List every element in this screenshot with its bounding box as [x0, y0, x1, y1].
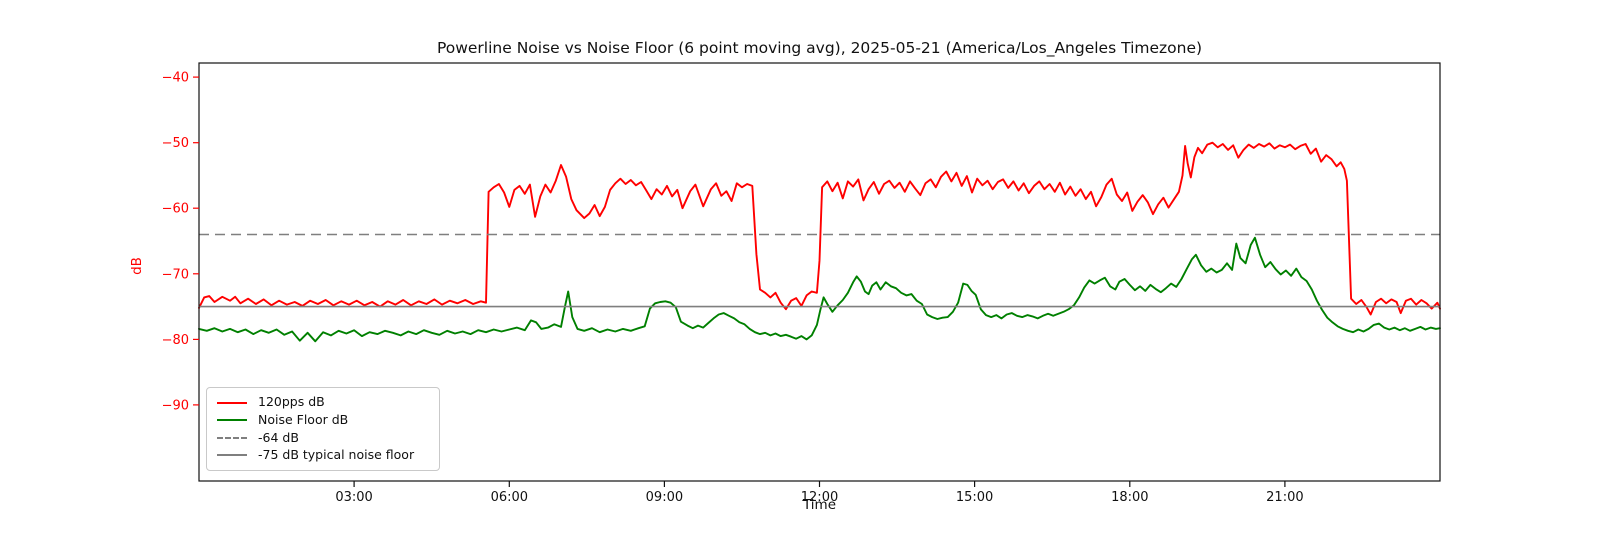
legend-item-2: -64 dB [217, 429, 429, 446]
y-axis-label: dB [128, 257, 145, 275]
x-tick-label: 15:00 [956, 490, 993, 505]
legend-item-0: 120pps dB [217, 394, 429, 411]
legend-label: Noise Floor dB [258, 411, 349, 427]
x-tick-label: 09:00 [646, 490, 683, 505]
y-tick-label: −50 [162, 136, 189, 151]
x-tick-label: 21:00 [1266, 490, 1303, 505]
y-tick-label: −60 [162, 202, 189, 217]
legend-line-sample [217, 454, 247, 457]
legend-label: -75 dB typical noise floor [258, 447, 415, 463]
legend-item-1: Noise Floor dB [217, 412, 429, 429]
series-line-1 [198, 236, 1441, 343]
y-tick-label: −80 [162, 333, 189, 348]
y-tick-label: −90 [162, 398, 189, 413]
x-axis-label: Time [802, 497, 837, 513]
legend-item-3: -75 dB typical noise floor [217, 447, 429, 464]
legend-line-sample [217, 419, 247, 422]
legend: 120pps dB Noise Floor dB -64 dB -75 dB typi… [206, 387, 440, 471]
legend-line-sample [217, 401, 247, 404]
x-tick-label: 12:00 [801, 490, 838, 505]
y-tick-label: −70 [162, 267, 189, 282]
series-line-0 [198, 141, 1441, 316]
chart-title: Powerline Noise vs Noise Floor (6 point … [436, 39, 1203, 57]
x-tick-label: 06:00 [491, 490, 528, 505]
legend-line-sample [217, 436, 247, 439]
legend-label: 120pps dB [258, 394, 325, 410]
x-tick-label: 03:00 [335, 490, 372, 505]
legend-label: -64 dB [258, 429, 299, 445]
x-tick-label: 18:00 [1111, 490, 1148, 505]
y-tick-label: −40 [162, 71, 189, 86]
